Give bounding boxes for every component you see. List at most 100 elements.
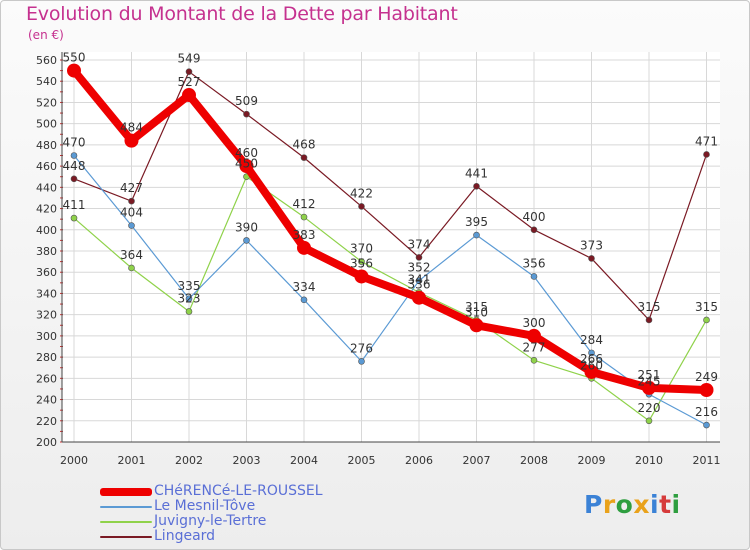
data-label: 411 bbox=[63, 198, 86, 212]
legend-label: CHéRENCé-LE-ROUSSEL bbox=[154, 483, 323, 499]
data-label: 323 bbox=[178, 291, 201, 305]
data-point bbox=[358, 358, 365, 365]
data-label: 400 bbox=[523, 210, 546, 224]
data-point bbox=[67, 63, 81, 78]
y-tick-label: 460 bbox=[36, 160, 57, 173]
data-point bbox=[645, 417, 653, 425]
data-point bbox=[645, 316, 653, 324]
x-tick-label: 2002 bbox=[175, 454, 203, 467]
data-point bbox=[588, 349, 595, 357]
series-line-0 bbox=[70, 66, 711, 395]
legend-swatch bbox=[100, 520, 152, 523]
data-label: 266 bbox=[580, 352, 603, 366]
proxiti-logo: Proxiti bbox=[584, 490, 681, 519]
data-label: 527 bbox=[178, 75, 201, 89]
y-tick-label: 440 bbox=[36, 181, 57, 194]
y-tick-label: 540 bbox=[36, 75, 57, 88]
data-label: 395 bbox=[465, 215, 488, 229]
data-label: 441 bbox=[465, 166, 488, 180]
data-point bbox=[354, 269, 369, 284]
y-tick-label: 340 bbox=[36, 287, 57, 300]
data-label: 334 bbox=[293, 280, 316, 294]
data-point bbox=[358, 203, 365, 210]
x-tick-label: 2000 bbox=[60, 454, 88, 467]
data-label: 220 bbox=[638, 401, 661, 415]
data-label: 427 bbox=[120, 181, 143, 195]
x-tick-label: 2003 bbox=[233, 454, 261, 467]
data-point bbox=[182, 88, 196, 103]
data-label: 284 bbox=[580, 333, 603, 347]
data-label: 310 bbox=[465, 305, 488, 319]
data-point bbox=[703, 316, 710, 324]
x-tick-label: 2011 bbox=[693, 454, 721, 467]
chart-title: Evolution du Montant de la Dette par Hab… bbox=[26, 3, 458, 25]
data-label: 245 bbox=[638, 374, 661, 388]
data-label: 383 bbox=[293, 228, 316, 242]
data-point bbox=[243, 110, 250, 118]
legend-swatch bbox=[100, 487, 152, 496]
data-point bbox=[527, 328, 541, 343]
data-label: 364 bbox=[120, 248, 143, 262]
y-tick-label: 560 bbox=[36, 54, 57, 67]
y-tick-label: 240 bbox=[36, 394, 57, 407]
x-tick-label: 2008 bbox=[520, 454, 548, 467]
data-label: 390 bbox=[235, 220, 258, 234]
data-point bbox=[412, 290, 426, 305]
data-point bbox=[185, 295, 193, 303]
data-label: 509 bbox=[235, 94, 258, 108]
data-label: 404 bbox=[120, 206, 143, 220]
data-point bbox=[415, 277, 423, 285]
x-tick-label: 2004 bbox=[290, 454, 318, 467]
data-label: 422 bbox=[350, 186, 373, 200]
x-tick-label: 2006 bbox=[405, 454, 433, 467]
y-tick-label: 300 bbox=[36, 330, 57, 343]
logo-letter: r bbox=[602, 490, 616, 519]
x-tick-label: 2001 bbox=[118, 454, 146, 467]
y-tick-label: 380 bbox=[36, 245, 57, 258]
x-tick-label: 2010 bbox=[635, 454, 663, 467]
data-point bbox=[703, 151, 710, 158]
legend-swatch bbox=[100, 505, 152, 508]
legend-item: Juvigny-le-Tertre bbox=[100, 514, 323, 529]
data-point bbox=[358, 258, 365, 265]
data-point bbox=[128, 264, 135, 272]
data-label: 335 bbox=[178, 279, 201, 293]
y-tick-label: 200 bbox=[36, 436, 57, 449]
y-tick-label: 480 bbox=[36, 139, 57, 152]
data-label: 460 bbox=[235, 146, 258, 160]
data-point bbox=[473, 231, 480, 239]
y-tick-label: 520 bbox=[36, 96, 57, 109]
data-label: 550 bbox=[63, 51, 86, 65]
data-label: 448 bbox=[63, 159, 86, 173]
legend-label: Le Mesnil-Tôve bbox=[154, 498, 256, 514]
data-point bbox=[70, 214, 78, 222]
data-label: 549 bbox=[178, 52, 201, 66]
data-point bbox=[300, 154, 308, 161]
logo-letter: P bbox=[584, 490, 603, 519]
data-label: 260 bbox=[580, 358, 603, 372]
data-label: 276 bbox=[350, 341, 373, 355]
x-tick-label: 2007 bbox=[463, 454, 491, 467]
y-tick-label: 360 bbox=[36, 266, 57, 279]
data-label: 300 bbox=[523, 316, 546, 330]
legend-label: Juvigny-le-Tertre bbox=[154, 513, 267, 529]
data-point bbox=[469, 318, 484, 333]
data-point bbox=[128, 222, 135, 229]
y-tick-label: 280 bbox=[36, 351, 57, 364]
data-point bbox=[239, 159, 254, 174]
data-label: 249 bbox=[695, 370, 718, 384]
x-tick-label: 2009 bbox=[578, 454, 606, 467]
y-tick-label: 220 bbox=[36, 415, 57, 428]
data-point bbox=[243, 237, 250, 244]
y-tick-label: 500 bbox=[36, 118, 57, 131]
legend-label: Lingeard bbox=[154, 528, 216, 544]
data-point bbox=[185, 68, 193, 75]
data-point bbox=[530, 273, 538, 280]
data-point bbox=[588, 255, 595, 262]
data-label: 471 bbox=[695, 134, 718, 148]
data-point bbox=[70, 175, 78, 183]
data-point bbox=[703, 421, 710, 429]
data-point bbox=[415, 254, 423, 261]
data-point bbox=[699, 383, 714, 398]
data-label: 484 bbox=[120, 121, 143, 135]
